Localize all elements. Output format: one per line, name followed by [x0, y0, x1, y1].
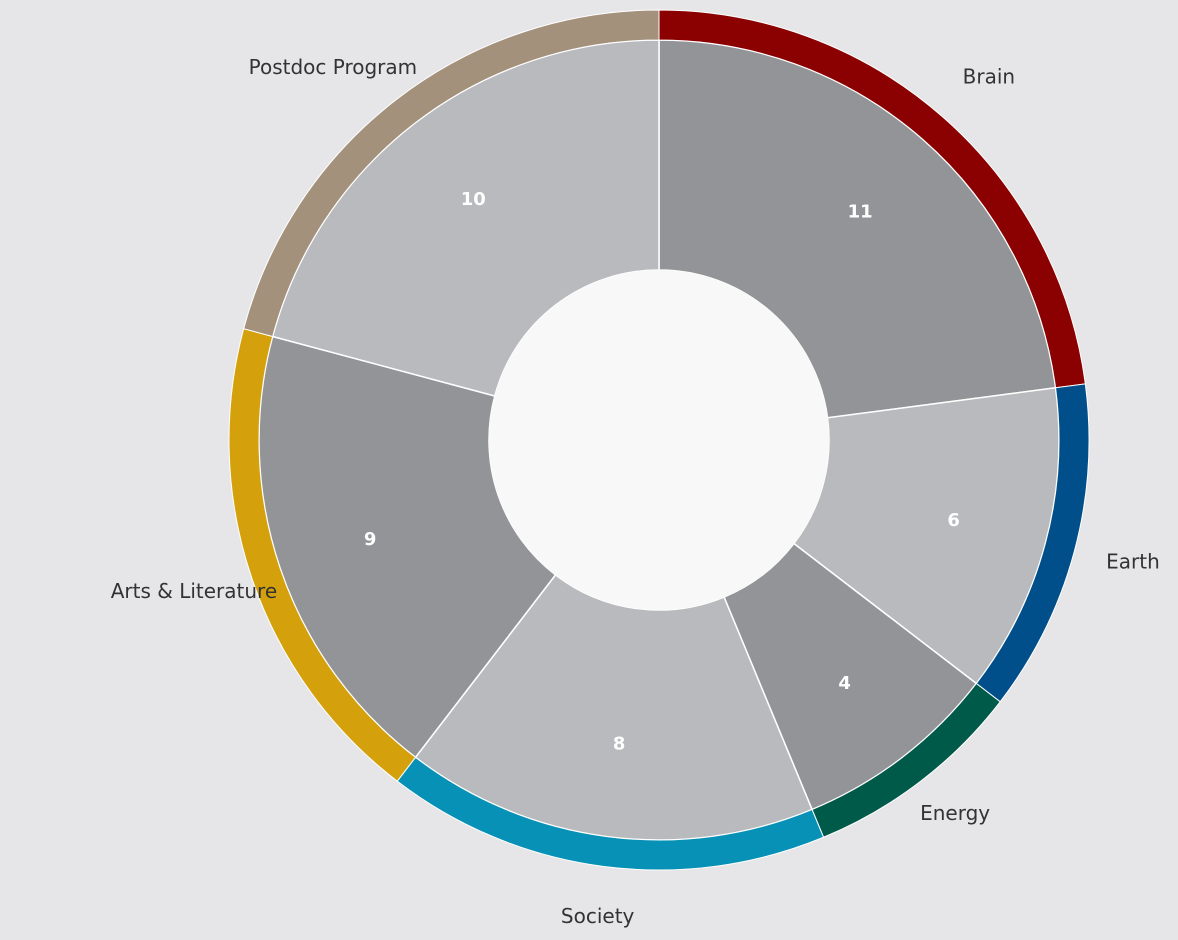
ring-postdoc-program	[243, 9, 660, 338]
value-label-postdoc-program: 10	[461, 189, 486, 210]
category-label-arts-and-literature: Arts & Literature	[111, 579, 277, 603]
value-label-energy: 4	[838, 673, 851, 694]
category-label-energy: Energy	[920, 801, 990, 825]
category-label-society: Society	[561, 904, 635, 928]
value-label-society: 8	[613, 733, 626, 754]
value-label-earth: 6	[947, 510, 960, 531]
value-label-arts-and-literature: 9	[364, 529, 377, 550]
value-label-brain: 11	[848, 202, 873, 223]
segments	[258, 39, 1060, 841]
category-label-brain: Brain	[963, 65, 1015, 89]
category-label-postdoc-program: Postdoc Program	[249, 55, 418, 79]
value-labels: 11 6 4 8 9 10	[364, 189, 960, 754]
category-label-earth: Earth	[1106, 550, 1160, 574]
outer-ring	[228, 9, 1090, 871]
category-labels: Brain Earth Energy Society Arts & Literature…	[111, 55, 1160, 928]
center-hole	[489, 270, 829, 610]
